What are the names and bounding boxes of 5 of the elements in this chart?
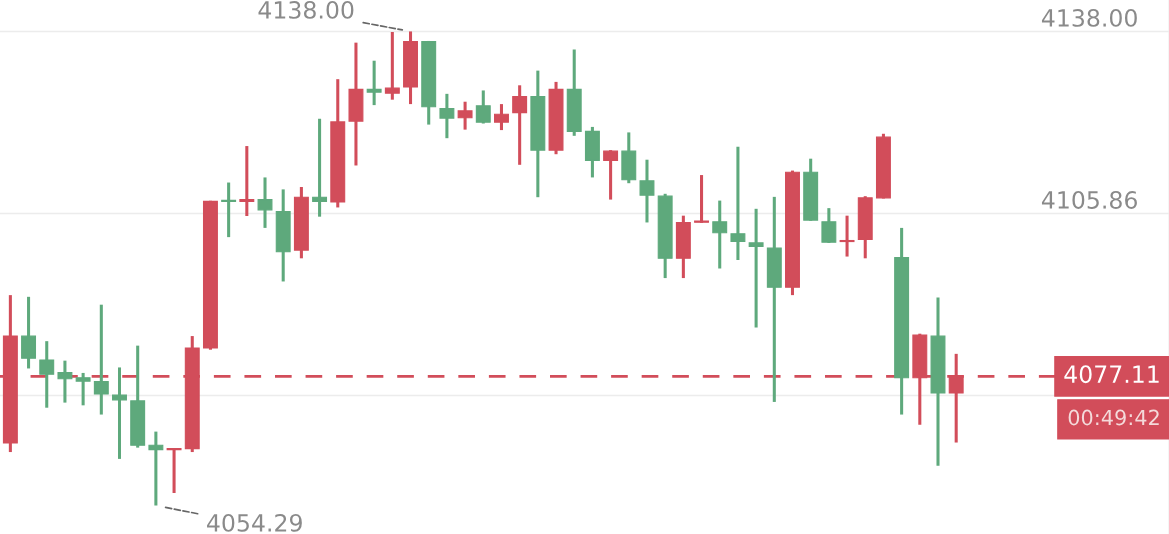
annotation: 4138.00 [258, 0, 354, 19]
text: 00:49:42 [1068, 409, 1159, 426]
ref-line-label: 4077.11 [1064, 365, 1159, 384]
annotation: 4054.29 [207, 513, 302, 532]
y-tick-label: 4105.86 [1041, 191, 1137, 209]
